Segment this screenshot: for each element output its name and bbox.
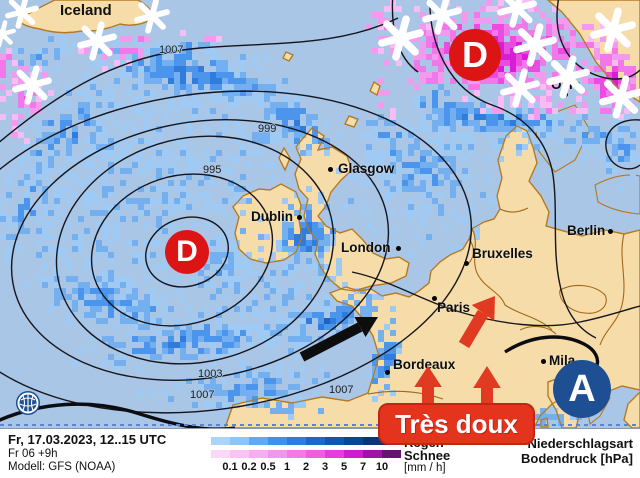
legend-rain-colorbar: [211, 437, 401, 445]
legend-rain-swatch: [230, 437, 249, 445]
legend-tick: 5: [340, 461, 348, 473]
coastline: [278, 146, 291, 172]
isobar-line: [144, 216, 230, 288]
airmass-annotation: Très doux: [378, 403, 535, 445]
legend-snow-swatch: [287, 450, 306, 458]
country-border: [367, 390, 444, 400]
city-dot-bruxelles: [464, 261, 469, 266]
map-area: Iceland 1007 999 995 1003 1007 1007 Glasgow Dubl…: [0, 0, 640, 428]
legend-snow-swatch: [230, 450, 249, 458]
isobar-value-label: 1007: [190, 389, 215, 401]
legend-tick: 0.5: [260, 461, 276, 473]
legend-rain-swatch: [306, 437, 325, 445]
city-dot-oslo: [563, 92, 568, 97]
legend-snow-swatch: [268, 450, 287, 458]
city-label-glasgow: Glasgow: [338, 161, 395, 176]
isobar-line: [429, 0, 597, 339]
high-pressure-symbol: A: [553, 360, 611, 418]
coastline: [344, 115, 359, 128]
city-label-london: London: [341, 240, 391, 255]
legend-snow-swatch: [325, 450, 344, 458]
low-pressure-symbol: D: [449, 29, 501, 81]
legend-rain-swatch: [249, 437, 268, 445]
legend-tick: 0.2: [241, 461, 257, 473]
city-label-paris: Paris: [437, 300, 471, 315]
isobar-value-label: 1007: [159, 44, 184, 56]
city-dot-dublin: [297, 215, 302, 220]
country-border: [599, 233, 625, 346]
legend-snow-swatch: [306, 450, 325, 458]
isobar-line: [10, 118, 390, 382]
coastline: [294, 127, 410, 292]
coastline: [547, 0, 640, 103]
precip-type-label: Niederschlagsart: [527, 436, 634, 451]
city-label-bordeaux: Bordeaux: [393, 357, 456, 372]
low-pressure-symbol: D: [165, 230, 209, 274]
footer-bar: Fr, 17.03.2023, 12..15 UTC Fr 06 +9h Mod…: [0, 428, 640, 478]
city-dot-paris: [432, 296, 437, 301]
isobar-value-label: 1007: [329, 384, 354, 396]
isobar-line: [605, 119, 640, 170]
map-edge-ticks: [0, 424, 640, 426]
legend-tick-row: 0.1 0.2 0.5 1 2 3 5 7 10: [0, 462, 640, 474]
run-step-label: Fr 06 +9h: [8, 448, 58, 460]
city-dot-glasgow: [328, 167, 333, 172]
surface-press-label: Bodendruck [hPa]: [521, 451, 633, 466]
isobar-value-label: 999: [258, 123, 277, 135]
city-label-dublin: Dublin: [251, 209, 293, 224]
legend-snow-swatch: [344, 450, 363, 458]
legend-snow-colorbar: [211, 450, 401, 458]
model-label: Modell: GFS (NOAA): [8, 461, 116, 473]
valid-time-label: Fr, 17.03.2023, 12..15 UTC: [8, 432, 167, 447]
legend-rain-swatch: [287, 437, 306, 445]
legend-rain-swatch: [344, 437, 363, 445]
city-label-oslo: Oslo: [551, 77, 582, 92]
legend-rain-swatch: [268, 437, 287, 445]
legend-rain-swatch: [211, 437, 230, 445]
legend-snow-swatch: [249, 450, 268, 458]
isobar-line: [351, 271, 640, 327]
sea-patch: [594, 174, 640, 215]
isobar-line: [90, 173, 274, 327]
legend-snow-swatch: [382, 450, 401, 458]
legend-rain-swatch: [363, 437, 382, 445]
city-dot-milano: [541, 359, 546, 364]
airmass-annotation-label: Très doux: [395, 409, 518, 439]
legend-tick: 10: [375, 461, 389, 473]
legend-tick: 2: [302, 461, 310, 473]
country-border: [471, 227, 506, 306]
legend-snow-swatch: [363, 450, 382, 458]
city-label-berlin: Berlin: [567, 223, 606, 238]
legend-snow-label: Schnee: [404, 448, 451, 463]
coastline: [369, 81, 381, 96]
coastline: [282, 51, 294, 62]
legend-tick: 1: [283, 461, 291, 473]
city-dot-london: [396, 246, 401, 251]
legend-tick: 0.1: [222, 461, 238, 473]
legend-snow-swatch: [211, 450, 230, 458]
legend-rain-swatch: [325, 437, 344, 445]
isobar-line: [55, 135, 335, 365]
city-dot-berlin: [608, 229, 613, 234]
region-label-iceland: Iceland: [60, 2, 112, 19]
country-border: [519, 325, 557, 335]
site-logo-icon: [16, 391, 40, 415]
legend-tick: 3: [321, 461, 329, 473]
legend-tick: 7: [359, 461, 367, 473]
country-border: [504, 304, 553, 331]
front-line: [504, 335, 600, 369]
isobar-line: [0, 90, 473, 414]
legend-unit-label: [mm / h]: [404, 462, 446, 474]
city-label-bruxelles: Bruxelles: [472, 246, 533, 261]
isobar-value-label: 995: [203, 164, 222, 176]
labels-layer: Iceland 1007 999 995 1003 1007 1007 Glasgow Dubl…: [16, 2, 613, 418]
city-dot-bordeaux: [385, 370, 390, 375]
isobar-value-label: 1003: [198, 368, 223, 380]
country-border: [499, 207, 529, 213]
